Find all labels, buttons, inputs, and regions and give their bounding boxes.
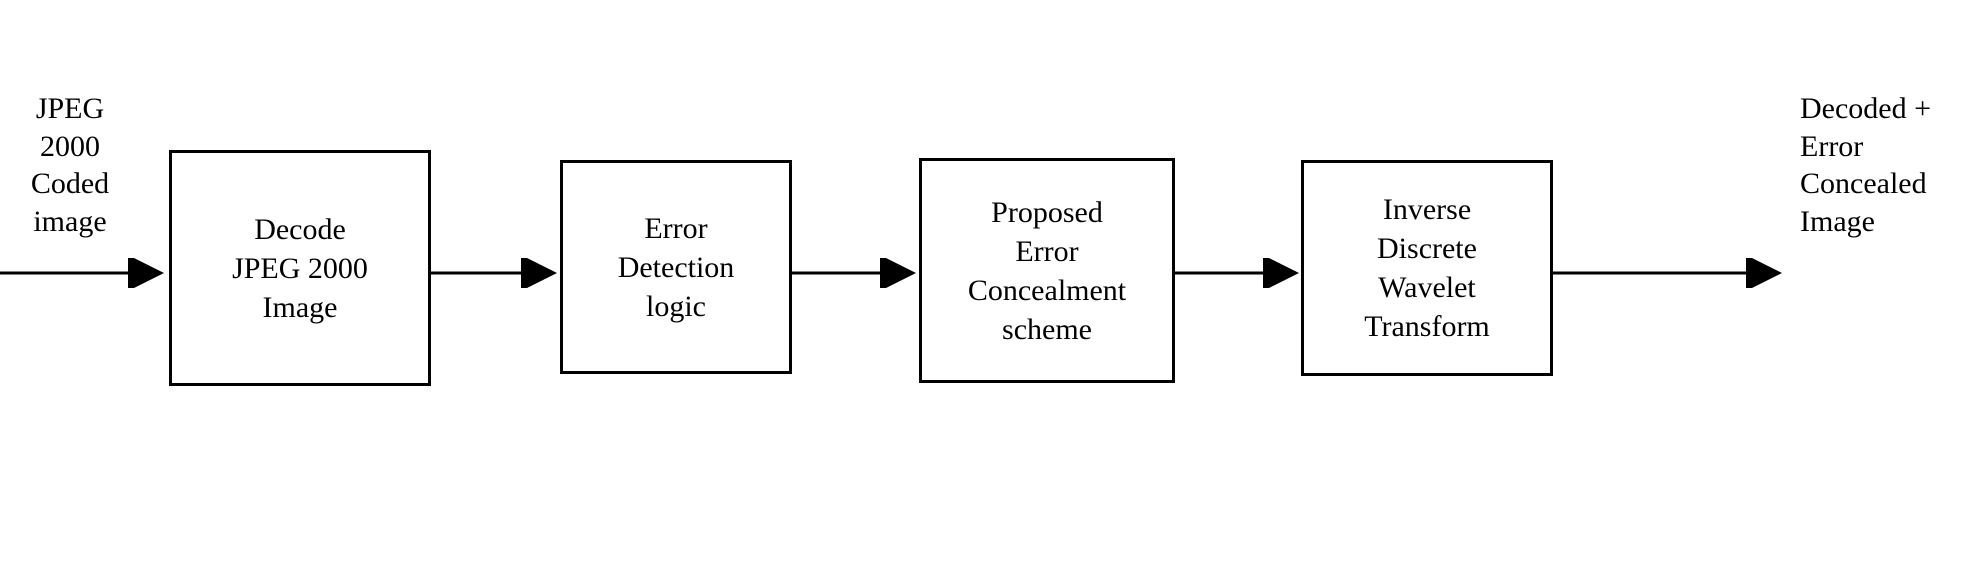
box-decode-line2: JPEG 2000 — [232, 249, 368, 288]
arrow-1 — [431, 258, 563, 288]
box-concealment: Proposed Error Concealment scheme — [919, 158, 1175, 383]
box-idwt: Inverse Discrete Wavelet Transform — [1301, 160, 1553, 376]
box-decode: Decode JPEG 2000 Image — [169, 150, 431, 386]
box-error-detect-line2: Detection — [618, 248, 735, 287]
output-label-line3: Concealed — [1800, 165, 1973, 203]
input-label-line4: image — [10, 203, 130, 241]
arrow-2 — [792, 258, 922, 288]
box-error-detect: Error Detection logic — [560, 160, 792, 374]
box-concealment-line3: Concealment — [968, 271, 1126, 310]
box-concealment-line1: Proposed — [991, 193, 1103, 232]
output-label-line1: Decoded + — [1800, 90, 1973, 128]
input-label-line3: Coded — [10, 165, 130, 203]
box-error-detect-line3: logic — [646, 287, 706, 326]
input-label-line2: 2000 — [10, 128, 130, 166]
box-idwt-line4: Transform — [1364, 307, 1490, 346]
arrow-input — [0, 258, 170, 288]
box-idwt-line3: Wavelet — [1378, 268, 1476, 307]
output-label-line4: Image — [1800, 203, 1973, 241]
box-decode-line1: Decode — [254, 210, 346, 249]
box-idwt-line1: Inverse — [1383, 190, 1471, 229]
input-label: JPEG 2000 Coded image — [10, 90, 130, 240]
box-concealment-line2: Error — [1015, 232, 1078, 271]
box-concealment-line4: scheme — [1002, 310, 1092, 349]
input-label-line1: JPEG — [10, 90, 130, 128]
box-decode-line3: Image — [263, 288, 338, 327]
output-label: Decoded + Error Concealed Image — [1800, 90, 1973, 240]
arrow-3 — [1175, 258, 1305, 288]
box-idwt-line2: Discrete — [1377, 229, 1477, 268]
arrow-output — [1553, 258, 1788, 288]
box-error-detect-line1: Error — [644, 209, 707, 248]
output-label-line2: Error — [1800, 128, 1973, 166]
